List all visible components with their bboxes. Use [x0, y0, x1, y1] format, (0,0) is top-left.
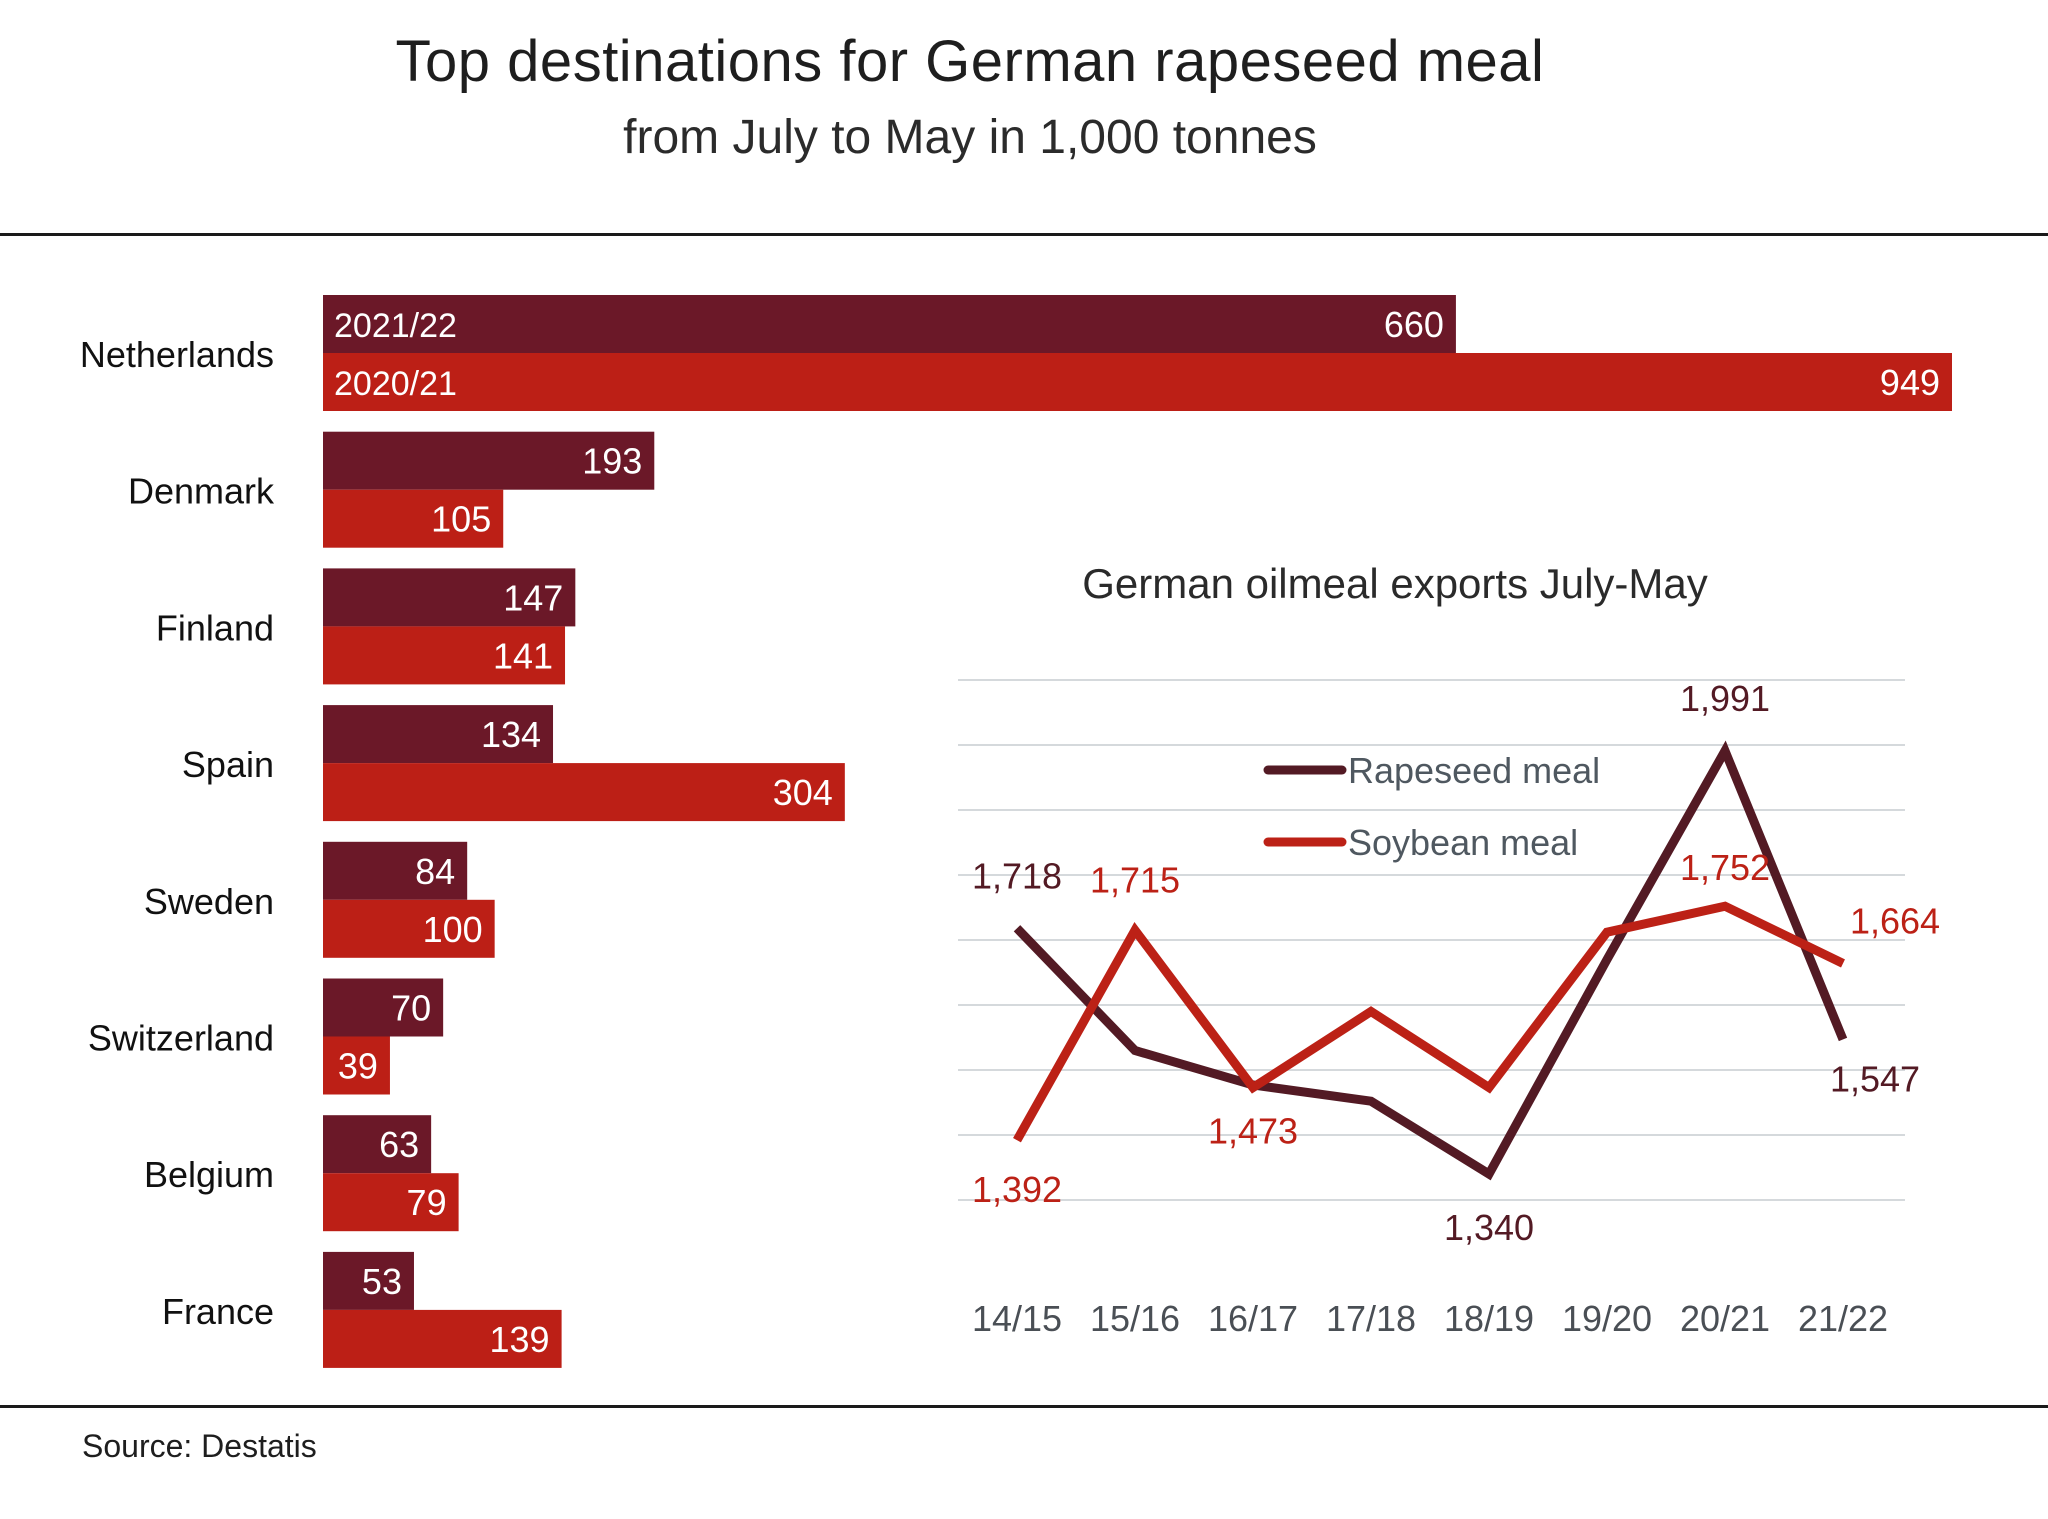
data-label: 63 — [379, 1124, 419, 1165]
point-label: 1,547 — [1830, 1058, 1920, 1099]
series-label: 2020/21 — [334, 365, 457, 403]
series-line-rapeseed — [1013, 740, 1848, 1181]
inset-title: German oilmeal exports July-May — [1082, 560, 1708, 607]
data-label: 147 — [503, 577, 563, 618]
bar — [323, 1309, 562, 1368]
bar — [323, 1036, 390, 1095]
point-label: 1,718 — [972, 855, 1062, 896]
bar — [323, 626, 566, 685]
data-label: 84 — [415, 851, 455, 892]
chart-title: Top destinations for German rapeseed mea… — [395, 29, 1545, 94]
data-label: 304 — [773, 772, 833, 813]
x-tick-label: 16/17 — [1208, 1298, 1298, 1339]
data-label: 70 — [391, 988, 431, 1029]
bar — [323, 1251, 414, 1310]
bar — [323, 841, 468, 900]
data-label: 193 — [582, 441, 642, 482]
data-label: 141 — [493, 635, 553, 676]
bar-chart: Netherlands 660 2021/22 949 2020/21 Denmark 19… — [80, 295, 1952, 1368]
category-label: Denmark — [128, 471, 275, 512]
x-tick-label: 18/19 — [1444, 1298, 1534, 1339]
top-divider — [0, 233, 2048, 236]
data-label: 139 — [490, 1319, 550, 1360]
data-label: 100 — [423, 909, 483, 950]
bar — [323, 899, 495, 958]
line-chart-inset: German oilmeal exports July-May 14/15 15/1… — [958, 560, 1940, 1339]
legend-label: Rapeseed meal — [1348, 750, 1600, 791]
bar — [323, 568, 576, 627]
data-label: 53 — [362, 1261, 402, 1302]
data-label: 105 — [431, 499, 491, 540]
bottom-divider — [0, 1405, 2048, 1408]
data-label: 134 — [481, 714, 541, 755]
x-tick-label: 14/15 — [972, 1298, 1062, 1339]
chart-subtitle: from July to May in 1,000 tonnes — [623, 111, 1317, 164]
bar — [323, 1115, 432, 1174]
category-label: Sweden — [144, 881, 274, 922]
category-label: Belgium — [144, 1154, 274, 1195]
category-label: Spain — [182, 744, 274, 785]
point-label: 1,715 — [1090, 859, 1180, 900]
bar — [323, 1173, 459, 1232]
point-label: 1,991 — [1680, 678, 1770, 719]
x-tick-label: 19/20 — [1562, 1298, 1652, 1339]
category-label: Finland — [156, 607, 274, 648]
series-label: 2021/22 — [334, 307, 457, 345]
x-tick-label: 15/16 — [1090, 1298, 1180, 1339]
bar — [323, 489, 504, 548]
data-label: 79 — [407, 1182, 447, 1223]
bar — [323, 978, 444, 1037]
legend-label: Soybean meal — [1348, 822, 1578, 863]
point-label: 1,392 — [972, 1169, 1062, 1210]
bar — [323, 353, 1952, 411]
data-label: 949 — [1880, 362, 1940, 403]
source-note: Source: Destatis — [82, 1428, 317, 1464]
point-label: 1,752 — [1680, 847, 1770, 888]
point-label: 1,473 — [1208, 1111, 1298, 1152]
bar — [323, 431, 655, 490]
x-tick-label: 17/18 — [1326, 1298, 1416, 1339]
data-label: 660 — [1384, 304, 1444, 345]
point-label: 1,664 — [1850, 900, 1940, 941]
bar — [323, 295, 1456, 353]
x-tick-label: 21/22 — [1798, 1298, 1888, 1339]
bar — [323, 763, 845, 822]
category-label: Netherlands — [80, 334, 274, 375]
point-label: 1,340 — [1444, 1207, 1534, 1248]
bar — [323, 705, 554, 764]
series-line-soybean — [1013, 901, 1845, 1143]
x-tick-label: 20/21 — [1680, 1298, 1770, 1339]
category-label: Switzerland — [88, 1018, 274, 1059]
data-label: 39 — [338, 1046, 378, 1087]
category-label: France — [162, 1291, 274, 1332]
